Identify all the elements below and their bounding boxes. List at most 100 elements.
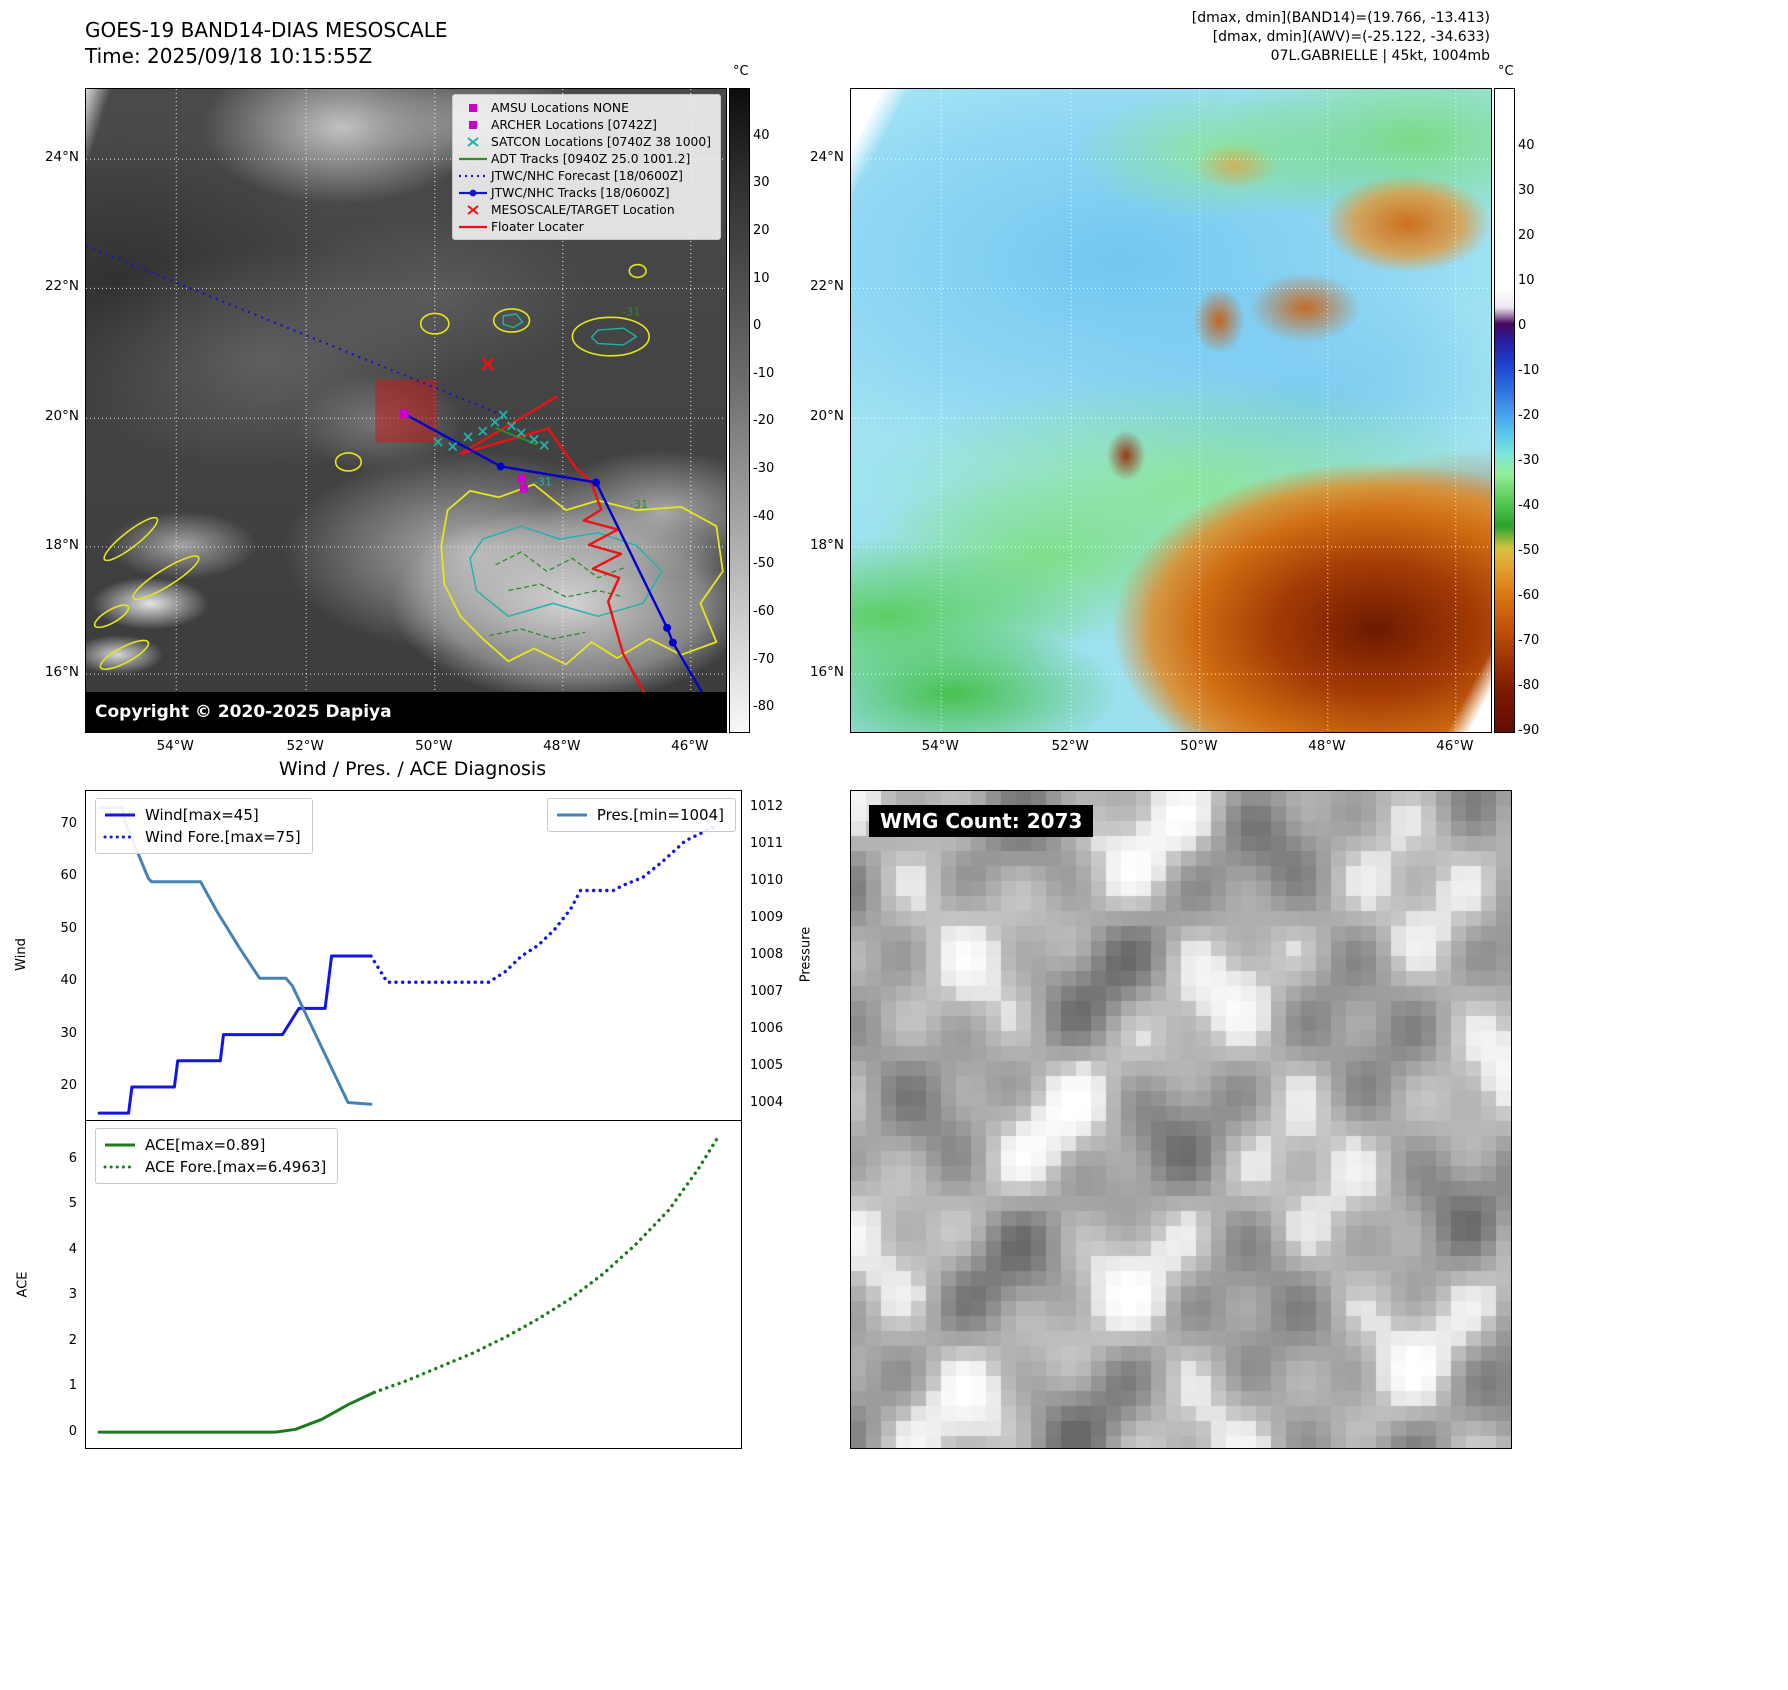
band14-colorbar-tick: 10 bbox=[753, 270, 770, 286]
wind-ytick: 20 bbox=[60, 1077, 77, 1093]
chart-legend-item: Pres.[min=1004] bbox=[555, 804, 724, 826]
awv-colorbar-tick: -60 bbox=[1518, 588, 1540, 604]
pressure-ytick: 1004 bbox=[750, 1095, 784, 1111]
chart-legend-item-label: ACE Fore.[max=6.4963] bbox=[145, 1158, 327, 1176]
awv-colorbar-unit: °C bbox=[1498, 64, 1514, 79]
map-legend-item-label: ARCHER Locations [0742Z] bbox=[490, 117, 657, 132]
band14-colorbar-unit: °C bbox=[733, 64, 749, 79]
chart-legend-item-label: Pres.[min=1004] bbox=[596, 806, 724, 824]
wmg-count-label: WMG Count: 2073 bbox=[869, 805, 1094, 837]
band14-colorbar-tick: -30 bbox=[753, 461, 775, 477]
wind-ytick: 50 bbox=[60, 920, 77, 936]
band14-colorbar-tick: 30 bbox=[753, 175, 770, 191]
ace-ytick: 2 bbox=[68, 1332, 77, 1348]
band14-lon-label: 52°W bbox=[286, 738, 324, 754]
band14-colorbar-tick: -10 bbox=[753, 365, 775, 381]
ace-ytick: 3 bbox=[68, 1287, 77, 1303]
wind-ytick: 70 bbox=[60, 816, 77, 832]
awv-lat-label: 24°N bbox=[809, 149, 844, 166]
awv-lat-label: 20°N bbox=[809, 408, 844, 425]
awv-colorbar-tick: 30 bbox=[1518, 183, 1535, 199]
awv-lat-label: 18°N bbox=[809, 536, 844, 553]
contour-value-label: -31 bbox=[534, 476, 552, 489]
pressure-axis-label: Pressure bbox=[798, 926, 814, 983]
contour-value-label: -31 bbox=[630, 498, 648, 511]
awv-colorbar-tick: 0 bbox=[1518, 318, 1527, 334]
pressure-legend: Pres.[min=1004] bbox=[546, 798, 736, 832]
map-legend-item-label: Floater Locater bbox=[490, 219, 584, 234]
storm-id-label: 07L.GABRIELLE | 45kt, 1004mb bbox=[1270, 48, 1490, 64]
map-legend-item-label: SATCON Locations [0740Z 38 1000] bbox=[490, 134, 711, 149]
awv-lat-label: 16°N bbox=[809, 664, 844, 681]
chart-legend-item-label: ACE[max=0.89] bbox=[145, 1136, 266, 1154]
awv-colorbar-tick: 40 bbox=[1518, 138, 1535, 154]
map-legend-item: ADT Tracks [0940Z 25.0 1001.2] bbox=[455, 150, 711, 167]
pressure-ytick: 1009 bbox=[750, 909, 784, 925]
map-legend-item: Floater Locater bbox=[455, 218, 711, 235]
band14-dmax-dmin-label: [dmax, dmin](BAND14)=(19.766, -13.413) bbox=[1191, 10, 1490, 26]
chart-plot-area bbox=[97, 1135, 720, 1434]
wind-legend: Wind[max=45] Wind Fore.[max=75] bbox=[95, 798, 313, 854]
awv-lon-label: 48°W bbox=[1308, 738, 1346, 754]
map-legend-item: SATCON Locations [0740Z 38 1000] bbox=[455, 133, 711, 150]
awv-colorbar-tick: -20 bbox=[1518, 408, 1540, 424]
ace-ytick: 0 bbox=[68, 1423, 77, 1439]
pressure-ytick: 1010 bbox=[750, 872, 784, 888]
square-legend-marker-icon bbox=[468, 120, 477, 129]
pressure-ytick: 1006 bbox=[750, 1021, 784, 1037]
copyright-bar: Copyright © 2020-2025 Dapiya bbox=[86, 692, 726, 732]
awv-satellite-map bbox=[850, 88, 1492, 733]
awv-lon-label: 52°W bbox=[1051, 738, 1089, 754]
wind-ytick: 60 bbox=[60, 868, 77, 884]
chart-legend-item: Wind Fore.[max=75] bbox=[103, 826, 301, 848]
wind-ytick: 30 bbox=[60, 1025, 77, 1041]
map-legend-item: ARCHER Locations [0742Z] bbox=[455, 116, 711, 133]
awv-colorbar-tick: -70 bbox=[1518, 633, 1540, 649]
map-legend-item-label: MESOSCALE/TARGET Location bbox=[490, 202, 675, 217]
awv-colorbar-tick: -90 bbox=[1518, 723, 1540, 738]
dotted-line-legend-icon bbox=[103, 835, 137, 839]
awv-lon-label: 46°W bbox=[1436, 738, 1474, 754]
band14-lat-label: 24°N bbox=[44, 149, 79, 166]
diagnosis-title: Wind / Pres. / ACE Diagnosis bbox=[278, 758, 547, 780]
ace-ytick: 4 bbox=[68, 1241, 77, 1257]
awv-colorbar-tick: -40 bbox=[1518, 498, 1540, 514]
solid-line-legend-icon bbox=[556, 813, 587, 817]
band14-colorbar-tick: -20 bbox=[753, 413, 775, 429]
awv-lat-label: 22°N bbox=[809, 278, 844, 295]
band14-title: GOES-19 BAND14-DIAS MESOSCALE bbox=[85, 18, 448, 42]
ace-ytick: 1 bbox=[68, 1378, 77, 1394]
chart-legend-item: Wind[max=45] bbox=[103, 804, 301, 826]
map-legend-item-label: AMSU Locations NONE bbox=[490, 100, 629, 115]
map-legend-item: JTWC/NHC Tracks [18/0600Z] bbox=[455, 184, 711, 201]
chart-legend-item: ACE Fore.[max=6.4963] bbox=[103, 1156, 326, 1178]
pressure-ytick: 1012 bbox=[750, 798, 784, 814]
band14-lat-label: 18°N bbox=[44, 536, 79, 553]
chart-legend-item-label: Wind[max=45] bbox=[145, 806, 259, 824]
map-legend-item: AMSU Locations NONE bbox=[455, 99, 711, 116]
linedot-legend-marker-icon bbox=[458, 189, 487, 196]
awv-colorbar-tick: -80 bbox=[1518, 678, 1540, 694]
band14-colorbar-tick: 20 bbox=[753, 222, 770, 238]
awv-colorbar bbox=[1494, 88, 1515, 733]
band14-time: Time: 2025/09/18 10:15:55Z bbox=[85, 44, 373, 68]
band14-colorbar-tick: 40 bbox=[753, 127, 770, 143]
awv-colorbar-tick: 20 bbox=[1518, 228, 1535, 244]
awv-colorbar-tick: -10 bbox=[1518, 363, 1540, 379]
wind-axis-label: Wind bbox=[13, 938, 29, 971]
contour-value-label: -31 bbox=[622, 305, 640, 318]
ace-axis-label: ACE bbox=[15, 1271, 31, 1298]
x-legend-marker-icon bbox=[467, 204, 479, 215]
dotted-line-legend-icon bbox=[103, 1165, 137, 1169]
map-legend-item-label: JTWC/NHC Forecast [18/0600Z] bbox=[490, 168, 683, 183]
map-legend-item-label: ADT Tracks [0940Z 25.0 1001.2] bbox=[490, 151, 691, 166]
awv-colorbar-tick: -30 bbox=[1518, 453, 1540, 469]
band14-overlay-layer: -31 -31 -31 bbox=[86, 89, 726, 732]
awv-overlay-layer bbox=[851, 89, 1491, 732]
map-legend-item: MESOSCALE/TARGET Location bbox=[455, 201, 711, 218]
band14-satellite-map: -31 -31 -31 AMSU Locations NONE ARCHER Loca… bbox=[85, 88, 727, 733]
wmg-pixel-image bbox=[851, 791, 1511, 1448]
x-legend-marker-icon bbox=[467, 136, 479, 147]
ace-ytick: 5 bbox=[68, 1196, 77, 1212]
band14-lon-label: 54°W bbox=[156, 738, 194, 754]
